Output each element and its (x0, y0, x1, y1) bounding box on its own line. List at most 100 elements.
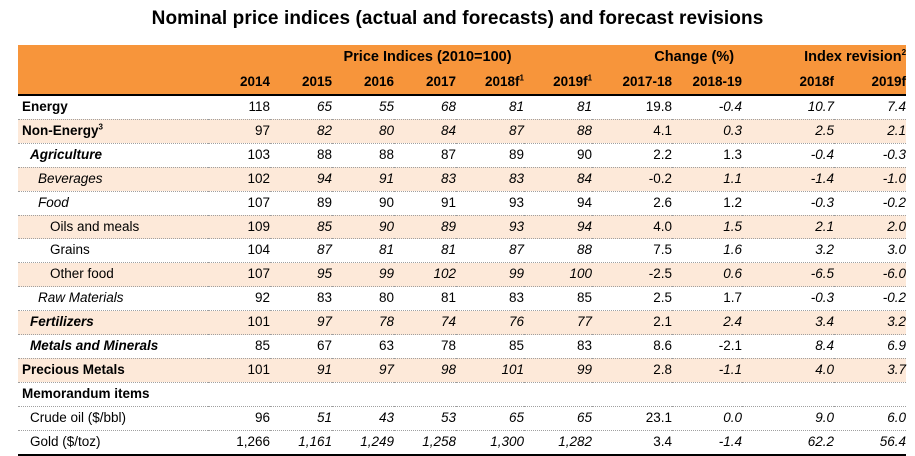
cell: 83 (316, 290, 332, 306)
cell: 97 (208, 119, 270, 144)
cell: 85 (577, 290, 593, 306)
table-row: Beverages 102 94 91 83 83 84 -0.2 1.1 -1… (18, 167, 907, 192)
cell: 81 (440, 242, 456, 258)
cell: 56.4 (879, 433, 907, 449)
row-label: Other food (18, 262, 208, 287)
cell: 97 (270, 310, 332, 335)
cell: 100 (524, 262, 593, 287)
cell: -0.3 (810, 290, 835, 306)
cell: 109 (208, 215, 270, 239)
cell: 2.5 (742, 119, 835, 144)
table-row: Non-Energy3 97 82 80 84 87 88 4.1 0.3 2.… (18, 119, 907, 144)
cell: 1.1 (672, 167, 743, 192)
col-2017: 2017 (394, 70, 456, 95)
cell: 2.2 (653, 146, 673, 162)
cell: 6.0 (887, 409, 907, 425)
table-row: Energy 118 65 55 68 81 81 19.8 -0.4 10.7… (18, 93, 907, 120)
cell: 94 (577, 194, 593, 210)
cell: 101 (208, 310, 270, 335)
col-revision-2018f: 2018f (742, 70, 835, 95)
cell: 3.7 (834, 358, 907, 383)
row-label: Beverages (18, 167, 208, 192)
cell: 3.2 (834, 310, 907, 335)
cell: 1,266 (236, 433, 270, 449)
row-label: Oils and meals (18, 215, 208, 239)
cell: 23.1 (645, 409, 673, 425)
cell: 2.1 (592, 310, 673, 335)
cell: 53 (440, 409, 456, 425)
cell: 91 (270, 358, 332, 383)
cell: 99 (524, 358, 593, 383)
header-group-row: Price Indices (2010=100) Change (%) Inde… (18, 45, 907, 70)
cell: 74 (394, 310, 456, 335)
cell: 3.4 (742, 310, 835, 335)
cell: 10.7 (742, 93, 835, 120)
cell: 9.0 (815, 409, 835, 425)
cell: 81 (440, 290, 456, 306)
cell: 83 (394, 167, 456, 192)
cell: 97 (332, 358, 394, 383)
col-2014: 2014 (208, 70, 270, 95)
cell: -0.4 (672, 93, 743, 120)
cell: 63 (378, 338, 394, 354)
col-change-2018-19: 2018-19 (672, 70, 743, 95)
memorandum-label: Memorandum items (22, 385, 150, 401)
cell: 1,300 (490, 433, 524, 449)
cell: 3.2 (815, 242, 835, 258)
cell: 77 (524, 310, 593, 335)
cell: 1.7 (723, 290, 743, 306)
cell: 81 (378, 242, 394, 258)
cell: 82 (270, 119, 332, 144)
cell: 55 (332, 93, 394, 120)
cell: -0.2 (882, 194, 907, 210)
cell: 84 (524, 167, 593, 192)
col-revision-2019f: 2019f (834, 70, 907, 95)
cell: 81 (456, 93, 524, 120)
table-row: Fertilizers 101 97 78 74 76 77 2.1 2.4 3… (18, 310, 907, 335)
cell: 6.9 (887, 338, 907, 354)
table-row: Metals and Minerals 85 67 63 78 85 83 8.… (18, 335, 907, 359)
cell: 51 (316, 409, 332, 425)
cell: -0.4 (810, 146, 835, 162)
cell: -0.3 (882, 146, 907, 162)
col-2018f: 2018f1 (456, 70, 524, 95)
cell: 91 (440, 194, 456, 210)
cell: 85 (254, 338, 270, 354)
col-2019f: 2019f1 (524, 70, 593, 95)
cell: 103 (247, 146, 270, 162)
cell: 2.0 (834, 215, 907, 239)
cell: 2.6 (653, 194, 673, 210)
col-change-2017-18: 2017-18 (592, 70, 673, 95)
cell: 8.6 (653, 338, 673, 354)
change-header: Change (%) (592, 45, 743, 70)
cell: 4.1 (592, 119, 673, 144)
cell: 43 (378, 409, 394, 425)
table-row: Gold ($/toz) 1,266 1,161 1,249 1,258 1,3… (18, 430, 907, 455)
cell: 89 (316, 194, 332, 210)
cell: 65 (508, 409, 524, 425)
cell: 65 (270, 93, 332, 120)
cell: 1.2 (723, 194, 743, 210)
cell: 4.0 (742, 358, 835, 383)
cell: 88 (316, 146, 332, 162)
cell: 89 (508, 146, 524, 162)
cell: 0.0 (723, 409, 743, 425)
cell: 2.5 (653, 290, 673, 306)
table-row: Precious Metals 101 91 97 98 101 99 2.8 … (18, 358, 907, 383)
cell: 94 (524, 215, 593, 239)
cell: 1.5 (672, 215, 743, 239)
cell: 1,258 (422, 433, 456, 449)
cell: -0.3 (810, 194, 835, 210)
cell: 1.3 (723, 146, 743, 162)
cell: 85 (508, 338, 524, 354)
cell: 89 (394, 215, 456, 239)
table-row: Memorandum items (18, 382, 907, 407)
cell: 83 (508, 290, 524, 306)
index-revision-header: Index revision2 (742, 45, 907, 70)
cell: 80 (332, 119, 394, 144)
cell: 118 (208, 93, 270, 120)
cell: 65 (577, 409, 593, 425)
cell: 68 (394, 93, 456, 120)
cell: 2.1 (742, 215, 835, 239)
cell: -1.4 (742, 167, 835, 192)
